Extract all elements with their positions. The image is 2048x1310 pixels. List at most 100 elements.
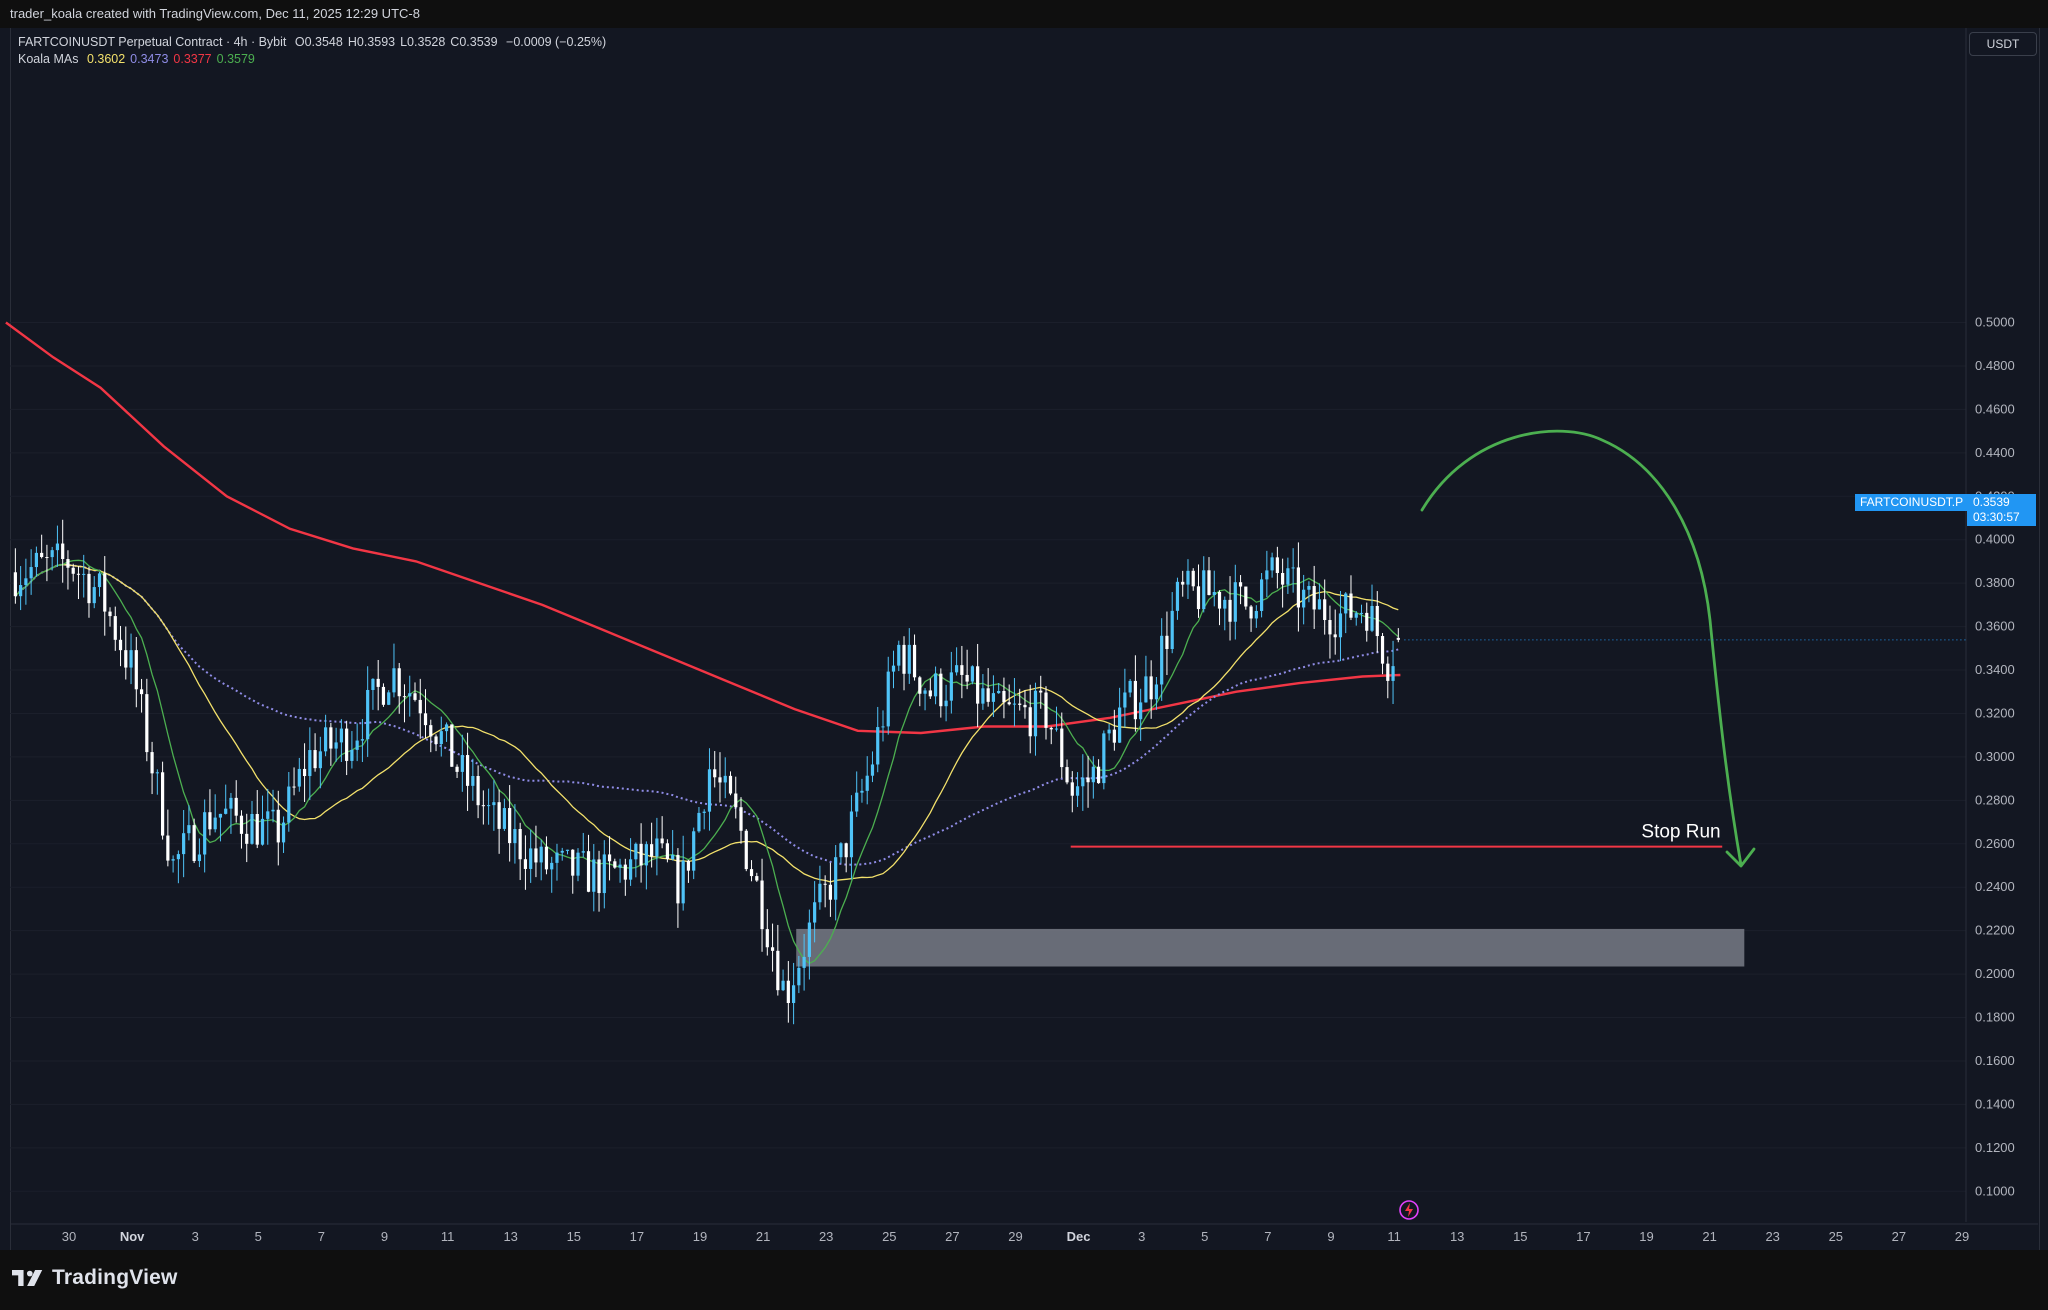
candle	[45, 544, 49, 582]
candle	[828, 862, 833, 917]
candle	[245, 813, 249, 863]
candle	[1244, 586, 1248, 610]
candle	[1307, 581, 1311, 603]
candle	[397, 662, 401, 714]
candle	[465, 732, 470, 811]
candle	[1144, 655, 1148, 703]
candle	[50, 546, 54, 571]
candle	[1265, 550, 1269, 598]
target-zone-box[interactable]	[796, 928, 1745, 967]
candle	[744, 829, 748, 872]
price-tick: 0.3800	[1975, 575, 2015, 590]
candle	[1118, 687, 1122, 744]
symbol-legend-row[interactable]: FARTCOINUSDT Perpetual Contract · 4h · B…	[18, 34, 606, 51]
time-tick: 11	[441, 1229, 455, 1244]
candle	[329, 722, 333, 766]
candle	[1207, 557, 1211, 596]
candle	[949, 651, 953, 714]
candle	[749, 860, 754, 882]
candle	[571, 849, 575, 894]
candle	[534, 825, 538, 878]
time-tick: 29	[1955, 1229, 1969, 1244]
candle	[660, 816, 664, 849]
candle	[350, 731, 354, 769]
brand-logo-group[interactable]: TradingView	[12, 1266, 178, 1290]
candle	[539, 839, 543, 881]
candle	[944, 684, 948, 722]
candle	[607, 836, 612, 881]
candle	[1112, 709, 1116, 751]
indicator-legend-row[interactable]: Koala MAs 0.3602 0.3473 0.3377 0.3579	[18, 51, 606, 68]
candle	[586, 834, 591, 893]
price-tick: 0.2200	[1975, 923, 2015, 938]
ma-yellow-line	[14, 563, 1399, 883]
time-tick: 5	[255, 1229, 262, 1244]
lightning-icon[interactable]	[1398, 1199, 1420, 1221]
candle	[250, 801, 254, 845]
candle	[523, 835, 528, 890]
candle	[618, 858, 622, 883]
candle	[187, 805, 191, 841]
price-tick: 0.5000	[1975, 315, 2015, 330]
candle	[855, 771, 859, 817]
price-tick: 0.4800	[1975, 358, 2015, 373]
candle	[997, 683, 1001, 694]
candle	[1102, 730, 1106, 790]
candle	[276, 790, 280, 866]
chart-pane[interactable]	[10, 28, 2040, 1251]
currency-selector[interactable]: USDT	[1969, 32, 2037, 56]
candle	[597, 850, 601, 912]
candle	[965, 649, 969, 690]
candle	[1228, 576, 1232, 641]
candle	[1139, 688, 1143, 741]
price-chart[interactable]: Stop Run 0.50000.48000.46000.44000.42000…	[0, 0, 2048, 1250]
candle	[1281, 558, 1285, 608]
chart-legend[interactable]: FARTCOINUSDT Perpetual Contract · 4h · B…	[18, 34, 606, 68]
candle	[1223, 596, 1227, 631]
candle	[366, 666, 370, 757]
time-tick: 19	[1639, 1229, 1653, 1244]
candle	[1344, 592, 1348, 634]
candle	[1039, 675, 1043, 709]
annotations-layer: Stop Run	[1070, 429, 1966, 868]
candle	[1359, 604, 1364, 624]
time-tick: 9	[381, 1229, 388, 1244]
moving-averages-layer	[5, 321, 1401, 965]
candle	[381, 683, 386, 707]
header-credit-text: trader_koala created with TradingView.co…	[10, 6, 420, 21]
candle	[939, 668, 943, 718]
candle	[150, 741, 154, 795]
candle	[87, 566, 91, 618]
candle	[565, 849, 570, 855]
candle	[108, 607, 112, 627]
candle	[581, 832, 585, 858]
candle	[697, 807, 701, 833]
price-tick: 0.2600	[1975, 836, 2015, 851]
candle	[807, 909, 811, 980]
price-tick: 0.1000	[1975, 1183, 2015, 1198]
candle	[376, 659, 380, 711]
time-tick: 3	[1138, 1229, 1145, 1244]
candle	[29, 549, 33, 595]
price-tick: 0.1200	[1975, 1140, 2015, 1155]
candle	[623, 858, 627, 896]
candle	[1296, 542, 1300, 632]
candle	[907, 628, 911, 684]
projection-arrow[interactable]	[1420, 429, 1743, 867]
candle	[1091, 756, 1095, 799]
candle	[1049, 726, 1053, 745]
candle	[281, 816, 286, 853]
candle	[487, 788, 491, 825]
candle	[1002, 677, 1006, 719]
candle	[639, 823, 643, 883]
candle	[1396, 628, 1400, 643]
current-price-label: 0.3539 03:30:57	[1967, 494, 2036, 526]
candle	[576, 848, 580, 882]
price-tick: 0.4400	[1975, 445, 2015, 460]
candle	[839, 842, 843, 864]
candle	[986, 668, 990, 707]
candle	[933, 666, 938, 705]
price-tick: 0.2400	[1975, 879, 2015, 894]
candle	[155, 769, 159, 795]
tradingview-logo-icon	[12, 1270, 43, 1286]
